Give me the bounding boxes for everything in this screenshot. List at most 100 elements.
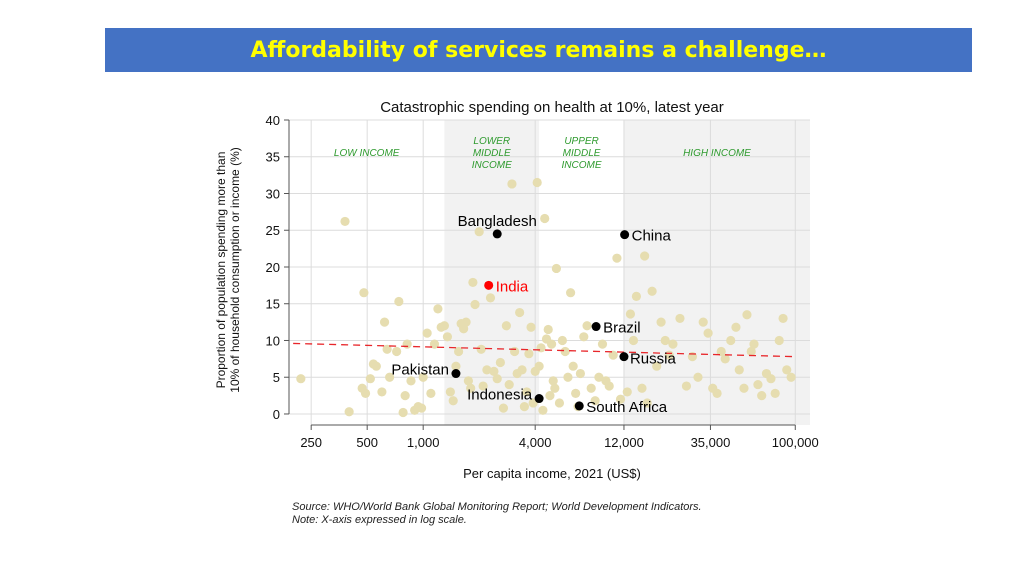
country-point xyxy=(442,332,453,342)
country-point xyxy=(532,177,542,188)
country-point xyxy=(554,398,565,408)
country-point xyxy=(522,387,532,397)
country-point xyxy=(394,296,404,307)
country-point xyxy=(749,339,759,349)
country-point xyxy=(474,227,484,237)
country-point xyxy=(468,277,478,288)
country-point xyxy=(418,372,428,382)
country-point xyxy=(548,376,558,386)
country-point xyxy=(501,321,511,331)
country-point xyxy=(504,379,514,390)
country-point xyxy=(716,346,726,357)
country-point xyxy=(495,357,505,368)
country-point xyxy=(463,376,473,386)
highlight-point-china xyxy=(620,230,630,240)
x-tick-label: 1,000 xyxy=(407,435,440,450)
country-point xyxy=(517,365,527,375)
country-point xyxy=(439,321,449,331)
country-point xyxy=(652,361,662,371)
country-point xyxy=(622,387,632,397)
highlight-label: South Africa xyxy=(586,399,668,416)
highlight-label: Russia xyxy=(630,351,677,368)
country-point xyxy=(586,383,596,393)
country-point xyxy=(445,387,455,397)
country-point xyxy=(720,354,730,364)
country-point xyxy=(766,374,776,384)
note-line: Note: X-axis expressed in log scale. xyxy=(292,514,467,526)
country-point xyxy=(774,335,784,346)
country-point xyxy=(402,339,412,349)
country-point xyxy=(681,381,692,391)
y-axis-label-line: Proportion of population spending more t… xyxy=(214,152,228,389)
income-band-label: INCOME xyxy=(472,160,512,171)
highlighted-countries: Bangladesh China India Brazil Russia Pakistan… xyxy=(391,213,676,416)
country-point xyxy=(734,365,744,375)
country-point xyxy=(742,310,752,320)
y-tick-label: 25 xyxy=(266,223,280,238)
country-point xyxy=(546,339,557,349)
income-band-shade xyxy=(623,120,810,425)
source-note: Source: WHO/World Bank Global Monitoring… xyxy=(292,501,702,527)
country-point xyxy=(560,346,570,357)
country-point xyxy=(642,398,652,408)
country-point xyxy=(498,403,509,413)
country-point xyxy=(566,288,576,298)
y-tick-label: 35 xyxy=(266,150,280,165)
income-band-label: MIDDLE xyxy=(473,148,511,159)
income-band-label: LOW INCOME xyxy=(334,148,400,159)
gridlines xyxy=(289,119,810,425)
y-tick-label: 5 xyxy=(273,370,280,385)
country-point xyxy=(703,328,713,338)
country-point xyxy=(344,407,354,417)
country-point xyxy=(461,317,471,327)
country-point xyxy=(568,361,578,371)
country-point xyxy=(422,328,432,338)
income-band-labels: LOW INCOMELOWERMIDDLEINCOMEUPPERMIDDLEIN… xyxy=(334,136,751,171)
country-point xyxy=(582,321,592,331)
x-axis-label: Per capita income, 2021 (US$) xyxy=(463,466,641,481)
country-point xyxy=(379,317,390,327)
country-point xyxy=(778,313,788,324)
slide-title: Affordability of services remains a chal… xyxy=(250,37,827,63)
country-point xyxy=(594,372,604,382)
income-band-label: LOWER xyxy=(473,136,510,147)
highlight-point-indonesia xyxy=(534,394,544,404)
income-band-label: UPPER xyxy=(564,136,598,147)
country-point xyxy=(647,286,657,296)
country-point xyxy=(608,350,618,360)
country-point xyxy=(524,349,534,359)
country-point xyxy=(550,383,560,393)
country-point xyxy=(485,293,496,303)
country-point xyxy=(507,179,517,189)
country-point xyxy=(515,307,525,318)
country-point xyxy=(385,372,395,382)
country-point xyxy=(746,346,756,357)
country-point xyxy=(597,339,608,349)
highlight-label: Pakistan xyxy=(391,362,449,379)
highlight-point-bangladesh xyxy=(492,229,502,239)
country-point xyxy=(377,387,387,397)
axes: 0 5 10 15 20 25 30 35 40 250 500 1,000 4,000 12,000 35… xyxy=(266,113,819,450)
other-country-points xyxy=(296,177,796,418)
country-point xyxy=(726,335,736,346)
country-point xyxy=(631,291,642,301)
country-point xyxy=(571,388,581,398)
country-point xyxy=(365,374,375,384)
country-point xyxy=(489,366,499,376)
country-point xyxy=(466,383,476,393)
country-point xyxy=(640,251,650,261)
country-point xyxy=(476,344,486,354)
highlight-point-pakistan xyxy=(451,369,461,379)
y-tick-label: 30 xyxy=(266,186,280,201)
highlight-label: Brazil xyxy=(603,320,641,337)
country-point xyxy=(693,372,703,382)
country-point xyxy=(698,317,708,327)
country-point xyxy=(575,368,586,379)
country-point xyxy=(429,339,440,349)
country-point xyxy=(579,332,589,342)
highlight-label: China xyxy=(632,228,672,245)
country-point xyxy=(453,346,464,357)
country-point xyxy=(540,213,550,224)
income-band-label: MIDDLE xyxy=(563,148,601,159)
country-point xyxy=(782,365,792,375)
